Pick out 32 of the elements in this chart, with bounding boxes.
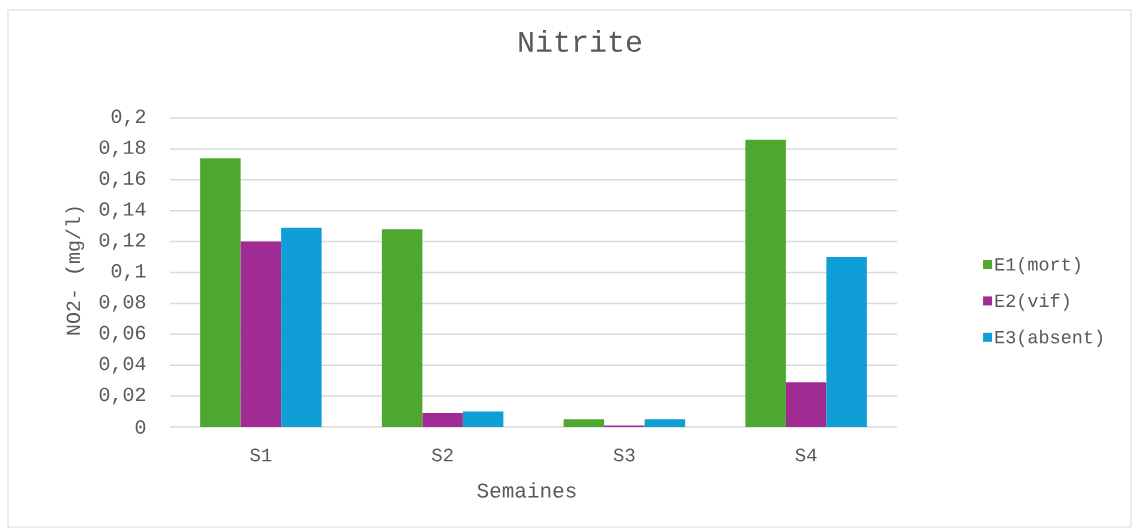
bar: [281, 227, 322, 427]
y-tick-label: 0,14: [99, 202, 146, 220]
legend-label: E1(mort): [995, 257, 1080, 275]
x-tick-label: S2: [431, 448, 453, 462]
bar: [644, 419, 686, 427]
y-tick-label: 0,04: [99, 356, 146, 374]
bar: [200, 158, 241, 427]
legend-label: E2(vif): [995, 293, 1069, 311]
y-tick-label: 0,1: [111, 264, 146, 281]
x-axis-title: Semaines: [477, 482, 576, 498]
y-tick-label: 0,2: [111, 109, 146, 127]
y-tick-label: 0,12: [99, 233, 146, 251]
x-tick-label: S3: [613, 448, 635, 462]
y-tick-label: 0,08: [99, 294, 146, 312]
y-tick-label: 0,02: [99, 387, 146, 405]
chart-title: Nitrite: [519, 29, 642, 52]
bar: [381, 229, 423, 427]
x-tick-label: S1: [250, 448, 272, 462]
x-tick-label: S4: [795, 448, 817, 462]
y-axis-title: NO2- (mg/l): [65, 207, 85, 335]
y-tick-label: 0,06: [99, 325, 146, 343]
bar: [745, 139, 786, 427]
bar: [563, 419, 605, 427]
y-tick-label: 0: [135, 420, 146, 434]
legend-label: E3(absent): [995, 329, 1102, 348]
bar: [826, 257, 867, 427]
bar: [462, 411, 504, 427]
bar: [785, 382, 827, 427]
bar: [240, 241, 282, 427]
bar: [422, 413, 463, 427]
y-tick-label: 0,18: [99, 140, 146, 158]
y-tick-label: 0,16: [99, 171, 146, 189]
